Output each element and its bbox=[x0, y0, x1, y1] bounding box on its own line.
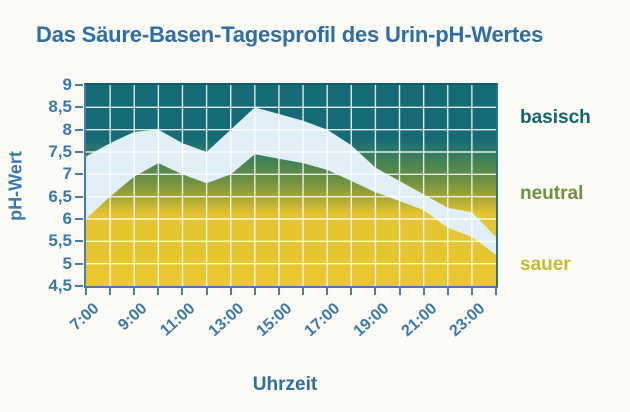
y-tick-label: 9 bbox=[62, 75, 72, 94]
x-tick bbox=[253, 288, 256, 295]
y-tick bbox=[75, 262, 83, 265]
x-tick-label: 9:00 bbox=[115, 300, 151, 335]
y-tick bbox=[75, 285, 83, 287]
ph-band-area bbox=[86, 107, 496, 255]
x-tick bbox=[470, 288, 473, 295]
plot-area bbox=[84, 83, 498, 288]
y-tick bbox=[75, 218, 83, 220]
y-tick-label: 4,5 bbox=[48, 276, 72, 295]
legend-neutral: neutral bbox=[520, 183, 584, 204]
x-tick bbox=[157, 288, 160, 295]
y-tick bbox=[75, 173, 83, 176]
x-tick bbox=[133, 288, 136, 295]
x-tick-label: 7:00 bbox=[67, 300, 103, 335]
y-tick-label: 7,5 bbox=[48, 142, 72, 161]
y-axis-title: pH-Wert bbox=[5, 151, 26, 221]
ph-profile-chart bbox=[86, 85, 496, 286]
y-tick bbox=[75, 84, 83, 86]
legend-sauer: sauer bbox=[520, 254, 571, 275]
y-tick bbox=[75, 240, 83, 243]
x-tick-label: 19:00 bbox=[350, 300, 392, 341]
x-tick bbox=[350, 288, 353, 295]
x-tick bbox=[205, 288, 208, 295]
x-tick bbox=[495, 288, 497, 295]
x-tick-label: 21:00 bbox=[398, 300, 441, 341]
x-tick-label: 17:00 bbox=[301, 300, 344, 341]
x-tick bbox=[85, 288, 87, 295]
x-tick bbox=[326, 288, 329, 295]
x-tick bbox=[229, 288, 232, 295]
x-tick bbox=[181, 288, 184, 295]
x-tick bbox=[446, 288, 449, 295]
x-tick bbox=[109, 288, 112, 295]
y-tick-label: 5,5 bbox=[48, 231, 72, 251]
x-tick bbox=[422, 288, 425, 295]
x-tick-label: 23:00 bbox=[446, 300, 489, 341]
x-tick bbox=[374, 288, 377, 295]
y-tick-label: 8,5 bbox=[48, 97, 72, 117]
legend-basisch: basisch bbox=[520, 107, 591, 128]
x-tick bbox=[398, 288, 401, 295]
y-tick bbox=[75, 151, 83, 153]
y-tick-label: 8 bbox=[62, 119, 72, 139]
chart-title: Das Säure-Basen-Tagesprofil des Urin-pH-… bbox=[36, 22, 544, 47]
y-tick-label: 7 bbox=[62, 164, 72, 184]
y-tick-label: 6 bbox=[62, 209, 72, 228]
y-tick bbox=[75, 106, 83, 109]
y-tick bbox=[75, 195, 83, 198]
y-tick-label: 5 bbox=[62, 253, 72, 273]
x-tick bbox=[302, 288, 305, 295]
x-tick bbox=[277, 288, 280, 295]
y-tick-label: 6,5 bbox=[48, 186, 72, 206]
y-tick bbox=[75, 128, 83, 131]
x-axis-title: Uhrzeit bbox=[252, 374, 318, 395]
x-tick-label: 11:00 bbox=[157, 300, 199, 340]
x-tick-label: 15:00 bbox=[253, 300, 296, 341]
x-tick-label: 13:00 bbox=[205, 300, 248, 341]
